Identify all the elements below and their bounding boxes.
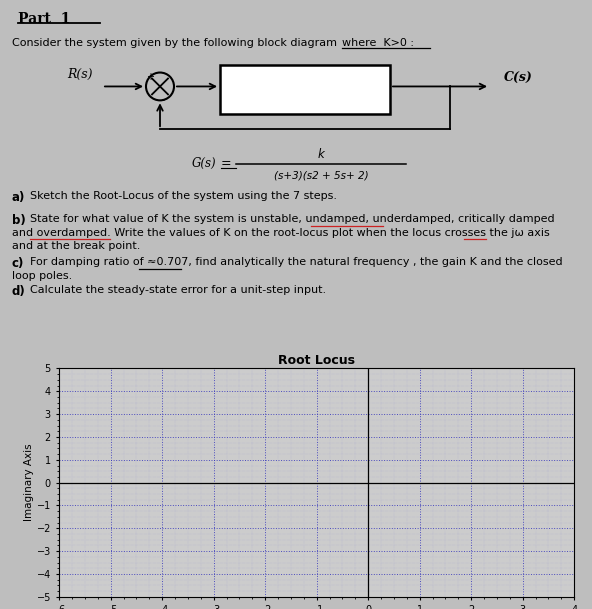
Text: (s+3)(s2 + 5s+ 2): (s+3)(s2 + 5s+ 2) [274,171,368,181]
Text: c): c) [12,258,24,270]
Text: where  K>0 :: where K>0 : [342,38,414,48]
Text: and overdamped. Write the values of K on the root-locus plot when the locus cros: and overdamped. Write the values of K on… [12,228,550,238]
Text: +: + [146,71,154,82]
Text: G(s): G(s) [191,158,216,171]
Text: a): a) [12,191,25,204]
Text: Calculate the steady-state error for a unit-step input.: Calculate the steady-state error for a u… [30,285,326,295]
Text: G(s): G(s) [291,82,320,96]
Text: State for what value of K the system is unstable, undamped, underdamped, critica: State for what value of K the system is … [30,214,555,224]
Y-axis label: Imaginary Axis: Imaginary Axis [24,444,34,521]
Text: d): d) [12,285,25,298]
Text: b): b) [12,214,25,227]
Title: Root Locus: Root Locus [278,354,355,367]
Text: R(s): R(s) [67,68,93,81]
Text: For damping ratio of ≈0.707, find analytically the natural frequency , the gain : For damping ratio of ≈0.707, find analyt… [30,258,562,267]
Text: Consider the system given by the following block diagram: Consider the system given by the followi… [12,38,340,48]
FancyBboxPatch shape [220,65,390,114]
Text: -: - [160,96,164,105]
Text: and at the break point.: and at the break point. [12,241,140,252]
Text: k: k [318,147,324,161]
Text: Part  1: Part 1 [18,12,70,26]
Text: C(s): C(s) [504,71,532,84]
Text: =: = [221,158,231,171]
Text: loop poles.: loop poles. [12,271,72,281]
Text: Sketch the Root-Locus of the system using the 7 steps.: Sketch the Root-Locus of the system usin… [30,191,337,201]
